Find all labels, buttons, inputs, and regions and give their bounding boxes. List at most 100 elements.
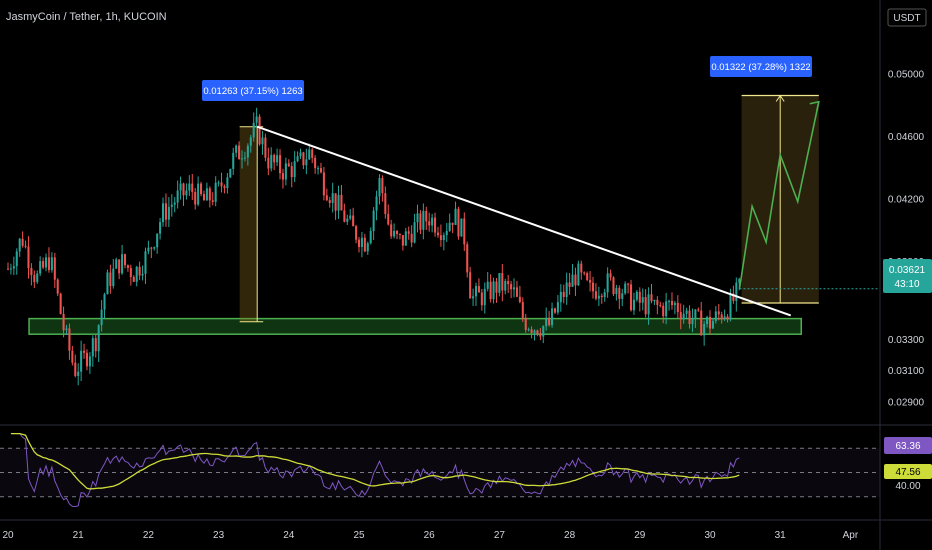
candle-up: [205, 188, 208, 201]
candle-down: [594, 291, 597, 299]
rsi-ma-line: [10, 432, 740, 490]
candle-up: [694, 309, 697, 319]
candle-down: [609, 273, 612, 278]
candle-down: [489, 281, 492, 300]
right-measure-label[interactable]: 0.01322 (37.28%) 1322: [710, 56, 812, 77]
candle-up: [372, 210, 375, 232]
candle-down: [123, 254, 127, 266]
candle-down: [53, 257, 56, 280]
candle-up: [665, 301, 668, 317]
candle-down: [164, 203, 167, 220]
candle-up: [229, 168, 232, 178]
candle-up: [738, 279, 741, 283]
candle-up: [97, 325, 100, 352]
candle-down: [612, 277, 615, 295]
candle-up: [369, 231, 372, 244]
candle-up: [682, 313, 685, 320]
candle-down: [697, 309, 700, 311]
candle-down: [630, 284, 633, 311]
candle-up: [551, 308, 554, 326]
candle-down: [264, 137, 267, 158]
candle-up: [270, 154, 273, 169]
candle-down: [85, 352, 88, 367]
candle-up: [284, 163, 287, 180]
candle-up: [615, 287, 618, 295]
candle-down: [662, 305, 665, 317]
candle-down: [208, 188, 211, 201]
last-price-badge-bg: [883, 259, 932, 293]
candle-down: [194, 192, 197, 205]
candle-down: [618, 287, 621, 299]
candle-down: [530, 329, 533, 333]
candle-down: [600, 295, 603, 298]
candle-up: [179, 183, 182, 191]
candle-up: [147, 247, 150, 252]
rsi-pane[interactable]: [0, 432, 880, 508]
candle-down: [59, 293, 62, 314]
candle-up: [729, 293, 732, 320]
candle-down: [325, 195, 328, 201]
candle-down: [679, 312, 682, 320]
candle-down: [436, 232, 439, 236]
left-measure-label[interactable]: 0.01263 (37.15%) 1263: [202, 80, 304, 101]
candle-up: [100, 309, 103, 326]
candle-up: [12, 266, 15, 269]
candle-down: [732, 293, 735, 301]
candle-up: [571, 274, 574, 287]
y-tick-label: 0.04600: [888, 132, 925, 143]
candle-down: [700, 310, 703, 336]
candle-up: [317, 168, 320, 170]
candle-down: [574, 274, 577, 286]
candle-up: [144, 251, 147, 274]
candle-down: [717, 311, 720, 315]
candle-up: [296, 156, 299, 162]
candle-down: [501, 273, 504, 291]
candle-up: [141, 273, 144, 276]
candle-down: [314, 157, 317, 169]
y-tick-label: 0.02900: [888, 397, 925, 408]
candle-up: [442, 235, 445, 240]
candle-down: [238, 145, 241, 160]
candle-down: [463, 218, 466, 245]
candle-up: [261, 137, 264, 145]
candle-down: [726, 316, 729, 320]
candle-up: [735, 282, 738, 301]
candle-down: [510, 284, 513, 290]
candle-down: [387, 213, 390, 225]
candle-up: [106, 272, 109, 295]
candle-up: [197, 183, 200, 205]
candle-down: [396, 231, 399, 235]
candle-up: [349, 215, 352, 219]
price-pane[interactable]: [6, 94, 880, 386]
candle-down: [515, 287, 518, 297]
candle-up: [121, 254, 124, 274]
candle-down: [477, 286, 480, 293]
candle-down: [656, 299, 659, 305]
last-price-badge: 0.03621 43:10: [883, 259, 932, 293]
candle-up: [305, 159, 308, 166]
candle-down: [27, 246, 30, 269]
candle-up: [647, 294, 650, 315]
candle-down: [62, 313, 65, 331]
candle-up: [337, 194, 340, 211]
candle-up: [673, 302, 676, 306]
candle-up: [606, 273, 609, 293]
candle-up: [486, 281, 489, 289]
candle-up: [460, 218, 463, 237]
candle-up: [112, 268, 115, 287]
currency-button[interactable]: USDT: [887, 8, 927, 27]
x-tick-label: 25: [353, 530, 365, 541]
candle-down: [428, 221, 431, 226]
rsi-value-badge: 63.36: [884, 437, 932, 454]
candle-up: [635, 291, 638, 300]
candle-up: [714, 311, 717, 321]
candle-up: [448, 222, 451, 231]
candle-up: [393, 231, 396, 237]
candle-down: [94, 338, 97, 352]
candle-up: [653, 299, 656, 302]
candle-down: [591, 282, 595, 292]
candle-down: [24, 245, 27, 247]
candle-down: [539, 334, 542, 337]
x-tick-label: 22: [143, 530, 155, 541]
